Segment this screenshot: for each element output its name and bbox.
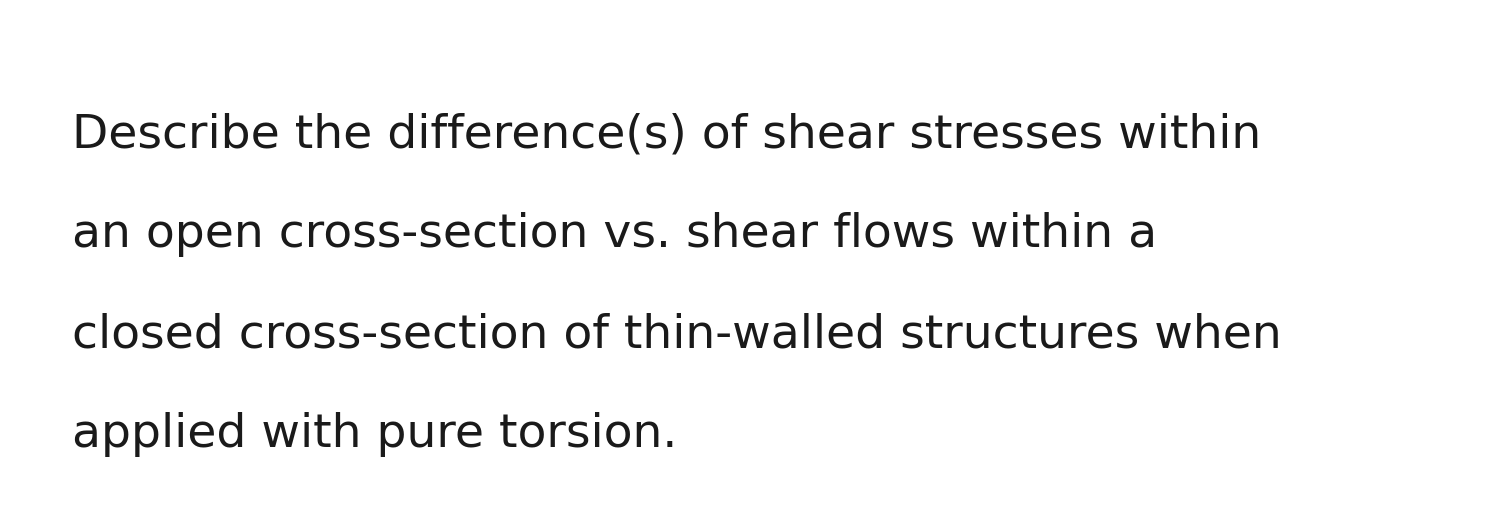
Text: applied with pure torsion.: applied with pure torsion. bbox=[72, 412, 678, 457]
Text: Describe the difference(s) of shear stresses within: Describe the difference(s) of shear stre… bbox=[72, 113, 1262, 158]
Text: an open cross-section vs. shear flows within a: an open cross-section vs. shear flows wi… bbox=[72, 212, 1156, 258]
Text: closed cross-section of thin-walled structures when: closed cross-section of thin-walled stru… bbox=[72, 312, 1281, 357]
